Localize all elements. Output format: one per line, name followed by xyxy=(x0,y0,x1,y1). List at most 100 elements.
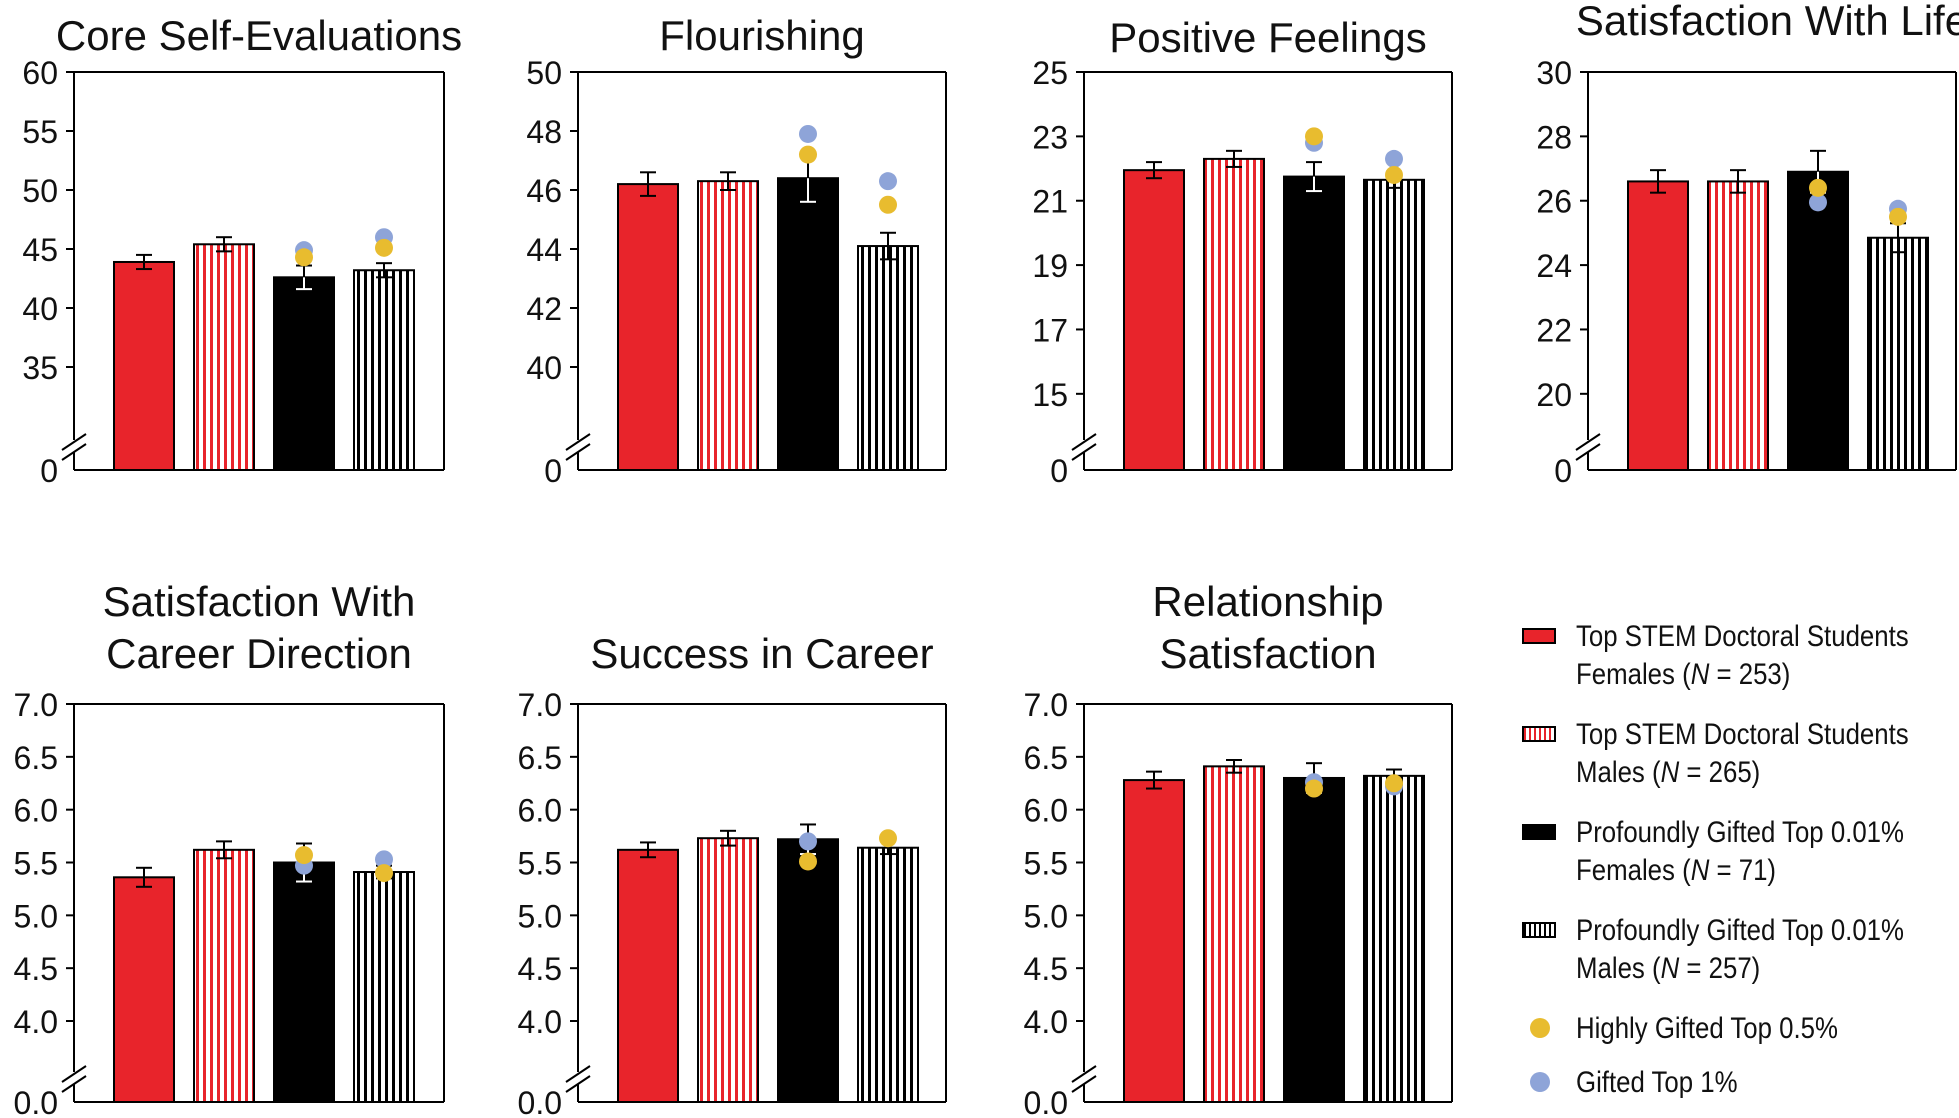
bar-profound-females xyxy=(1283,175,1345,471)
y-tick-label: 5.5 xyxy=(518,846,562,882)
y-tick-label: 45 xyxy=(22,232,58,268)
axis-break xyxy=(61,433,87,461)
error-bar xyxy=(216,236,232,253)
dot-highly-gifted-top-0-5 xyxy=(1305,127,1323,146)
y-tick-label: 5.0 xyxy=(14,898,58,934)
y-tick-label: 46 xyxy=(526,173,562,209)
dot-highly-gifted-top-0-5 xyxy=(1385,165,1403,184)
error-bar xyxy=(376,262,392,279)
y-tick-label: 20 xyxy=(1536,377,1572,413)
dot-highly-gifted-top-0-5 xyxy=(1305,779,1323,798)
chart-title: Positive Feelings xyxy=(1109,14,1426,61)
y-tick-label: 35 xyxy=(22,350,58,386)
axis-break xyxy=(565,1065,591,1093)
legend-label: Gifted Top 1% xyxy=(1576,1066,1738,1099)
dot-highly-gifted-top-0-5 xyxy=(1809,178,1827,197)
y-tick-label: 21 xyxy=(1032,184,1068,220)
bar-stem-males xyxy=(697,180,759,471)
error-bar xyxy=(720,829,736,847)
bar-stem-females xyxy=(1627,180,1689,471)
y-tick-label: 4.0 xyxy=(518,1004,562,1040)
error-bar xyxy=(1650,169,1666,194)
y-tick-label: 5.0 xyxy=(1024,898,1068,934)
axis-break xyxy=(1071,433,1097,461)
bar-profound-females xyxy=(273,276,335,471)
error-bar xyxy=(880,231,896,261)
y-tick-label: 6.5 xyxy=(1024,740,1068,776)
y-tick-label: 24 xyxy=(1536,248,1572,284)
y-tick-label: 25 xyxy=(1032,55,1068,91)
y-tick-label-zero: 0.0 xyxy=(14,1085,58,1115)
y-tick-label: 17 xyxy=(1032,312,1068,348)
bar-stem-males xyxy=(697,837,759,1104)
dot-highly-gifted-top-0-5 xyxy=(1385,774,1403,793)
error-bar xyxy=(1146,161,1162,180)
bar-stem-males xyxy=(193,848,255,1103)
chart-panel-positive-feelings: Positive Feelings 25 23 21 19 17 15 0 xyxy=(1032,14,1453,489)
bar-stem-males xyxy=(1707,180,1769,471)
y-tick-label: 6.5 xyxy=(518,740,562,776)
y-tick-label: 4.0 xyxy=(1024,1004,1068,1040)
y-tick-label: 26 xyxy=(1536,184,1572,220)
dot-gifted-top-1 xyxy=(799,124,817,143)
y-tick-label: 40 xyxy=(22,291,58,327)
bar-profound-males xyxy=(857,846,919,1103)
dot-highly-gifted-top-0-5 xyxy=(879,195,897,214)
axis-break xyxy=(565,433,591,461)
y-tick-label: 7.0 xyxy=(14,687,58,723)
y-tick-label-zero: 0 xyxy=(544,453,562,489)
legend-label: Highly Gifted Top 0.5% xyxy=(1576,1012,1838,1045)
dot-gifted-top-1 xyxy=(879,172,897,191)
y-tick-label: 5.0 xyxy=(518,898,562,934)
legend-item-stem-females: Top STEM Doctoral Students Females (N = … xyxy=(1518,618,1958,692)
y-tick-label: 15 xyxy=(1032,377,1068,413)
y-tick-label: 4.5 xyxy=(1024,951,1068,987)
chart-title: Relationship xyxy=(1152,578,1383,625)
y-tick-label: 4.5 xyxy=(518,951,562,987)
y-tick-label: 7.0 xyxy=(1024,687,1068,723)
dot-highly-gifted-top-0-5 xyxy=(1889,207,1907,226)
dot-gifted-top-1 xyxy=(375,850,393,869)
legend-swatch-black-solid xyxy=(1522,824,1556,840)
y-tick-label-zero: 0.0 xyxy=(1024,1085,1068,1115)
bar-stem-females xyxy=(113,876,175,1104)
y-tick-label: 60 xyxy=(22,55,58,91)
dot-highly-gifted-top-0-5 xyxy=(295,846,313,865)
bar-stem-males xyxy=(193,243,255,471)
error-bar xyxy=(1146,770,1162,790)
bar-stem-females xyxy=(617,183,679,471)
y-tick-label: 42 xyxy=(526,291,562,327)
y-tick-label: 40 xyxy=(526,350,562,386)
bar-profound-females xyxy=(777,177,839,471)
chart-title: Satisfaction With Life xyxy=(1576,0,1959,44)
error-bar xyxy=(640,841,656,859)
bar-profound-males xyxy=(353,871,415,1103)
y-tick-label: 6.5 xyxy=(14,740,58,776)
error-bar xyxy=(1226,759,1242,774)
legend-item-profound-females: Profoundly Gifted Top 0.01% Females (N =… xyxy=(1518,814,1958,888)
y-tick-label: 55 xyxy=(22,114,58,150)
chart-title: Flourishing xyxy=(659,12,864,59)
y-tick-label: 6.0 xyxy=(1024,793,1068,829)
chart-title: Satisfaction xyxy=(1159,630,1376,677)
dot-highly-gifted-top-0-5 xyxy=(375,238,393,257)
dot-highly-gifted-top-0-5 xyxy=(799,852,817,871)
chart-panel-satisfaction-career-direction: Satisfaction With Career Direction 7.0 6.5 6… xyxy=(14,578,445,1115)
bar-profound-females xyxy=(1283,776,1345,1103)
y-tick-label: 23 xyxy=(1032,119,1068,155)
dot-highly-gifted-top-0-5 xyxy=(295,248,313,267)
axis-break xyxy=(1575,433,1601,461)
y-tick-label: 28 xyxy=(1536,119,1572,155)
axis-break xyxy=(1071,1065,1097,1093)
legend-label: Profoundly Gifted Top 0.01% xyxy=(1576,816,1904,849)
y-tick-label: 50 xyxy=(22,173,58,209)
y-tick-label: 19 xyxy=(1032,248,1068,284)
y-tick-label: 30 xyxy=(1536,55,1572,91)
error-bar xyxy=(1226,149,1242,168)
chart-panel-success-in-career: Success in Career 7.0 6.5 6.0 5.5 5.0 4.5 4.0 0.… xyxy=(518,630,947,1115)
dot-gifted-top-1 xyxy=(1809,193,1827,212)
bar-stem-females xyxy=(1123,779,1185,1103)
chart-panel-flourishing: Flourishing 50 48 46 44 42 40 0 xyxy=(526,12,947,489)
